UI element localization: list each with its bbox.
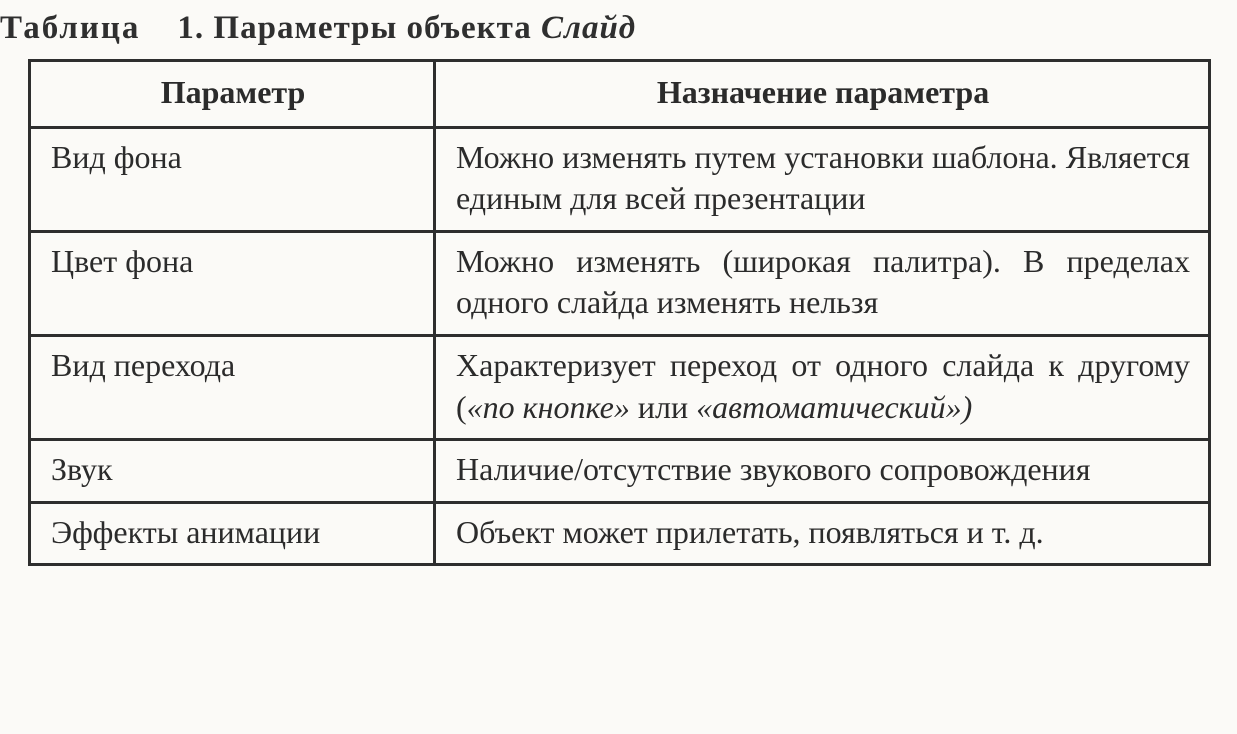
caption-label: Таблица bbox=[0, 10, 140, 46]
table-row: Эффекты анимации Объект может прилетать,… bbox=[30, 502, 1210, 565]
table-row: Звук Наличие/отсутствие звукового сопро­… bbox=[30, 440, 1210, 503]
page: Таблица 1. Параметры объекта Слайд Парам… bbox=[0, 0, 1237, 734]
table-caption: Таблица 1. Параметры объекта Слайд bbox=[0, 10, 1211, 47]
cell-desc: Объект может прилетать, появляться и т. … bbox=[435, 502, 1210, 565]
table-row: Вид перехода Характеризует переход от од… bbox=[30, 335, 1210, 439]
caption-object: Слайд bbox=[541, 10, 636, 46]
cell-param: Цвет фона bbox=[30, 231, 435, 335]
cell-desc: Характеризует переход от одного слайда к… bbox=[435, 335, 1210, 439]
cell-desc: Можно изменять (широкая палитра). В пред… bbox=[435, 231, 1210, 335]
cell-desc: Наличие/отсутствие звукового сопро­вожде… bbox=[435, 440, 1210, 503]
caption-title: Параметры объекта bbox=[213, 10, 531, 46]
cell-param: Вид фона bbox=[30, 127, 435, 231]
cell-param: Звук bbox=[30, 440, 435, 503]
params-table: Параметр Назначение параметра Вид фона М… bbox=[28, 59, 1211, 566]
table-header-row: Параметр Назначение параметра bbox=[30, 61, 1210, 128]
cell-param: Вид перехода bbox=[30, 335, 435, 439]
table-body: Вид фона Можно изменять путем установки … bbox=[30, 127, 1210, 565]
caption-number: 1. bbox=[177, 10, 204, 46]
cell-desc: Можно изменять путем установки шаблона. … bbox=[435, 127, 1210, 231]
table-row: Цвет фона Можно изменять (широкая палитр… bbox=[30, 231, 1210, 335]
cell-param: Эффекты анимации bbox=[30, 502, 435, 565]
header-param: Параметр bbox=[30, 61, 435, 128]
header-desc: Назначение параметра bbox=[435, 61, 1210, 128]
table-row: Вид фона Можно изменять путем установки … bbox=[30, 127, 1210, 231]
